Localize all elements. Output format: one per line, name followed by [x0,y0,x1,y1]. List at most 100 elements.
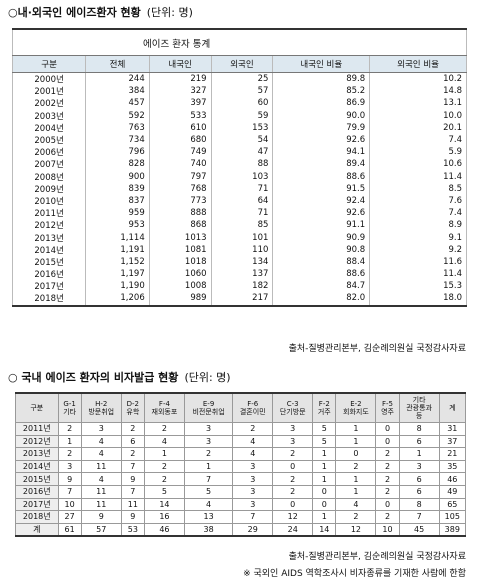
cell: 57 [80,522,122,537]
header-line: 기타 [412,396,426,404]
header-line: 관광통과 [406,404,432,412]
cell: 2017년 [11,280,87,293]
cell: 71 [210,182,274,195]
header-line: 거주 [317,408,331,416]
cell: 2 [57,447,82,461]
cell: 3 [183,434,234,449]
row: 2012년 953 868 85 91.1 8.9 [11,219,467,232]
cell: 71 [210,207,274,220]
row: 2016년 1,197 1060 137 88.6 11.4 [11,268,467,281]
cell: 88.6 [272,268,371,281]
cell: 1 [335,472,377,486]
cell: 2014년 [11,243,87,256]
cell: 2 [232,422,274,436]
cell: 2016년 [15,484,59,499]
cell: 763 [85,121,150,134]
cell: 110 [210,243,274,256]
cell: 16 [143,510,185,524]
cell: 2 [120,422,145,436]
cell: 9.1 [369,231,467,244]
cell: 0 [375,497,400,512]
row: 2009년 839 768 71 91.5 8.5 [11,182,467,195]
cell: 88 [210,158,274,171]
cell: 1 [183,459,234,474]
cell: 85.2 [272,85,371,98]
cell: 11.4 [369,268,467,281]
cell: 0 [335,447,377,461]
cell: 전체 [85,55,150,73]
cell: 7 [232,510,274,524]
cell: 749 [148,146,212,159]
cell: 92.6 [272,207,371,220]
cell: 85 [210,219,274,232]
header-line: 기타 [63,408,77,416]
cell: 8.9 [369,219,467,232]
cell: 10.6 [369,158,467,171]
cell: 61 [57,522,82,537]
cell: 680 [148,133,212,147]
cell: 0 [312,497,337,512]
cell: 12 [335,522,377,537]
cell: 7 [398,510,440,524]
cell: 6 [398,472,440,486]
header-line: F-4 [158,400,170,408]
cell: 35 [438,459,467,474]
cell: 3 [80,422,122,436]
cell: 13 [183,510,234,524]
cell: 1060 [148,268,212,281]
header-line: 영주 [381,408,394,416]
cell: 31 [438,422,467,436]
cell: 3 [232,497,274,512]
cell: 2010년 [11,194,87,208]
cell: 91.5 [272,182,371,195]
cell: 29 [232,522,274,537]
cell: 9 [80,510,122,524]
header-cell: F-5 영주 [375,392,400,423]
header-cell: 구분 [15,392,59,423]
cell: 45 [398,522,440,537]
row: 2001년 384 327 57 85.2 14.8 [11,85,467,98]
cell: 10 [57,497,82,512]
cell: 953 [85,219,150,232]
cell: 2014년 [15,459,59,474]
cell: 53 [120,522,145,537]
cell: 27 [57,510,82,524]
cell: 1013 [148,231,212,244]
row: 2004년 763 610 153 79.9 20.1 [11,121,467,134]
cell: 94.1 [272,146,371,159]
header-line: 구분 [30,404,44,412]
cell: 2 [143,472,185,486]
cell: 2000년 [11,72,87,86]
cell: 21 [438,447,467,461]
cell: 5 [312,422,337,436]
cell: 0 [375,434,400,449]
cell: 2 [120,447,145,461]
cell: 137 [210,268,274,281]
row: 2008년 900 797 103 88.6 11.4 [11,170,467,183]
row: 2014년 1,191 1081 110 90.8 9.2 [11,243,467,256]
cell: 9 [57,472,82,486]
cell: 796 [85,146,150,159]
cell: 182 [210,280,274,293]
header-line: E-2 [350,400,362,408]
table: 구분 G-1 기타 H-2 방문취업 D-2 유학 F-4 재외동포 E-9 비전문취업 F-6 결혼이… [15,392,467,538]
cell: 1 [312,472,337,486]
cell: 외국인 비율 [369,55,467,73]
cell: 2 [143,459,185,474]
cell: 11 [80,497,122,512]
header-line: 회화지도 [343,408,369,416]
cell: 60 [210,97,274,110]
cell: 2007년 [11,158,87,171]
header-line: H-2 [95,400,108,408]
cell: 7 [183,472,234,486]
cell: 1 [57,434,82,449]
cell: 4 [183,497,234,512]
cell: 153 [210,121,274,134]
cell: 3 [232,472,274,486]
cell: 797 [148,170,212,183]
cell: 1 [312,510,337,524]
header-row: 구분 G-1 기타 H-2 방문취업 D-2 유학 F-4 재외동포 E-9 비전문취업 F-6 결혼이… [15,392,467,423]
cell: 0 [272,497,314,512]
cell: 2016년 [11,268,87,281]
cell: 11 [80,484,122,499]
